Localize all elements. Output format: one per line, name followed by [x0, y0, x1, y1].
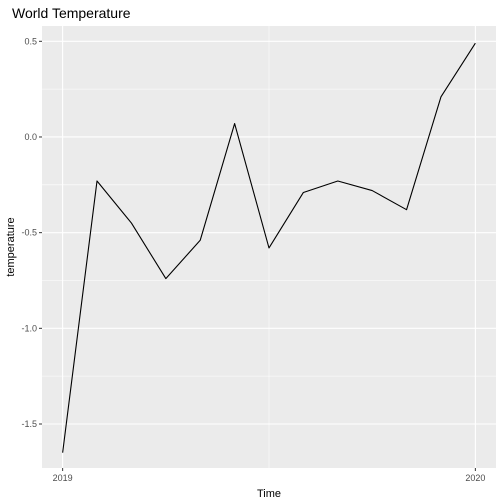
- x-axis-title: Time: [257, 488, 281, 500]
- y-tick-label: -0.5: [21, 228, 37, 238]
- x-axis: 2019 2020: [53, 468, 485, 483]
- y-tick-label: 0.0: [24, 132, 37, 142]
- y-tick-label: 0.5: [24, 36, 37, 46]
- major-gridlines: [42, 26, 496, 468]
- series-layer: [62, 42, 476, 453]
- minor-gridlines: [42, 26, 496, 468]
- y-axis-title: temperature: [5, 217, 17, 276]
- x-tick-label: 2020: [465, 473, 485, 483]
- x-tick-label: 2019: [53, 473, 73, 483]
- y-tick-label: -1.0: [21, 323, 37, 333]
- chart-title: World Temperature: [12, 5, 131, 21]
- y-axis: -1.5 -1.0 -0.5 0.0 0.5: [21, 36, 42, 429]
- y-tick-label: -1.5: [21, 419, 37, 429]
- series-line: [62, 42, 476, 453]
